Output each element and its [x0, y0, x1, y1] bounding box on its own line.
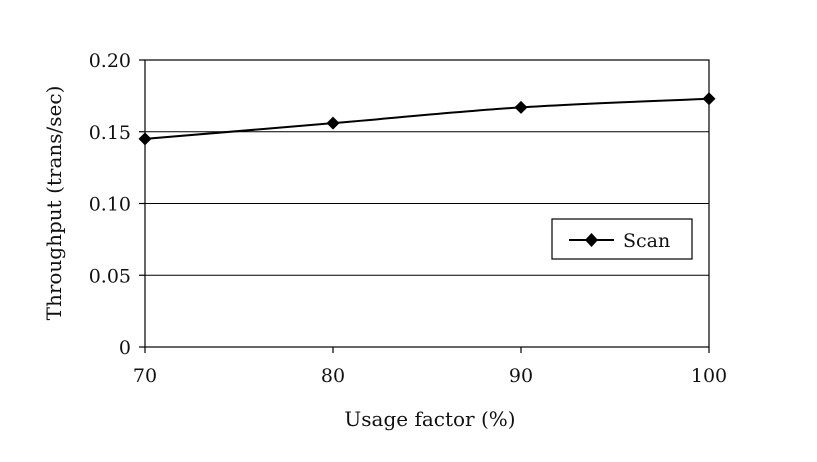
data-point-scan-2 — [514, 100, 528, 114]
x-tick-label-2: 90 — [509, 365, 533, 387]
legend-diamond-marker — [585, 233, 598, 247]
y-tick-label-0: 0 — [119, 337, 131, 359]
y-axis-title: Throughput (trans/sec) — [42, 86, 66, 321]
data-point-scan-3 — [702, 92, 716, 106]
series-layer — [138, 92, 716, 146]
y-tick-label-4: 0.20 — [89, 50, 131, 72]
data-point-scan-0 — [138, 132, 152, 146]
legend-label-scan: Scan — [623, 230, 670, 252]
legend: Scan — [551, 218, 693, 260]
y-axis-ticks: 0 0.05 0.10 0.15 0.20 — [89, 50, 145, 359]
series-line-scan — [144, 97, 710, 140]
x-tick-label-1: 80 — [321, 365, 345, 387]
x-axis-ticks: 70 80 90 100 — [133, 347, 727, 387]
x-axis-title: Usage factor (%) — [344, 407, 515, 431]
x-tick-label-3: 100 — [691, 365, 727, 387]
y-tick-label-2: 0.10 — [89, 194, 131, 216]
y-tick-label-3: 0.15 — [89, 122, 131, 144]
y-tick-label-1: 0.05 — [89, 265, 131, 287]
x-tick-label-0: 70 — [133, 365, 157, 387]
data-point-scan-1 — [326, 116, 340, 130]
